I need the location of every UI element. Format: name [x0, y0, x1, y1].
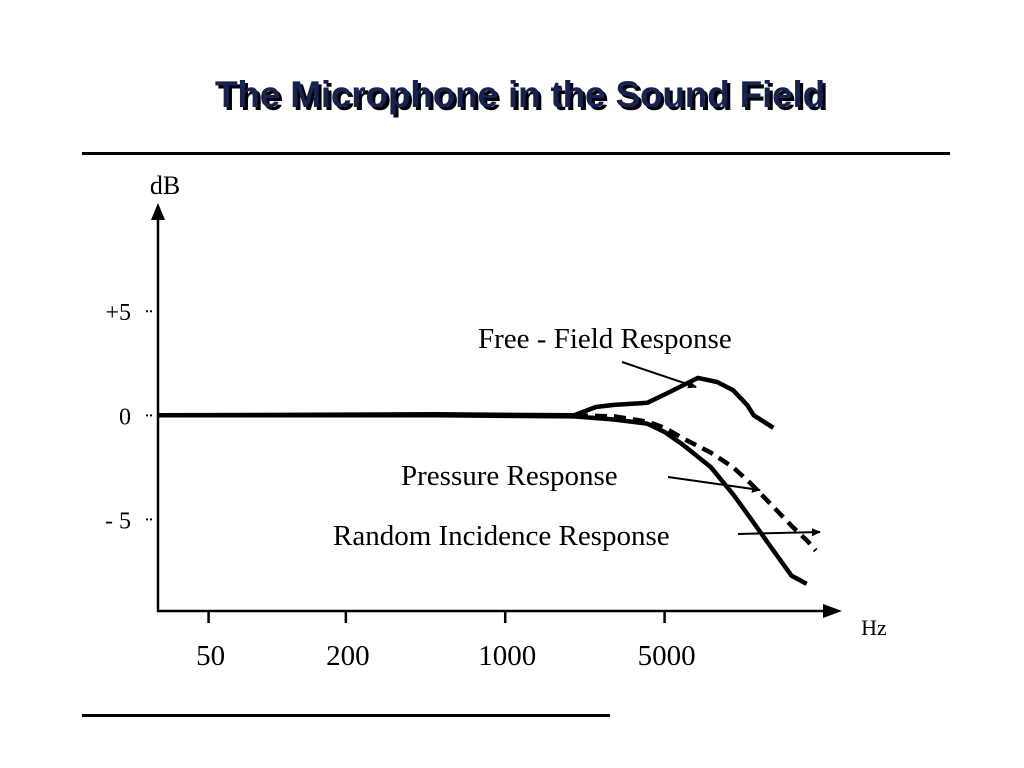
- free-field-pointer: [621, 361, 697, 389]
- y-axis-arrow: [151, 203, 165, 220]
- free-field-response-line: [157, 375, 775, 430]
- y-tick-label: - 5: [105, 508, 131, 534]
- x-tick-label: 200: [326, 640, 370, 672]
- x-tick-label: 1000: [478, 640, 536, 672]
- x-axis-label: Hz: [861, 615, 887, 640]
- random-incidence-label: Random Incidence Response: [333, 520, 670, 552]
- pressure-label: Pressure Response: [401, 460, 618, 492]
- title-divider: [82, 152, 950, 155]
- y-axis-label: dB: [150, 171, 180, 200]
- y-tick-label: +5: [105, 300, 131, 326]
- pressure-pointer: [667, 476, 761, 493]
- bottom-divider: [82, 714, 610, 717]
- x-tick-label: 5000: [638, 640, 696, 672]
- x-tick-label: 50: [196, 640, 225, 672]
- free-field-label: Free - Field Response: [478, 323, 732, 355]
- x-axis-arrow: [823, 604, 842, 618]
- y-tick-label: 0: [119, 404, 131, 430]
- random-incidence-pointer: [737, 528, 821, 537]
- pressure-response-line: [158, 413, 808, 586]
- slide-title: The Microphone in the Sound Field: [214, 74, 826, 115]
